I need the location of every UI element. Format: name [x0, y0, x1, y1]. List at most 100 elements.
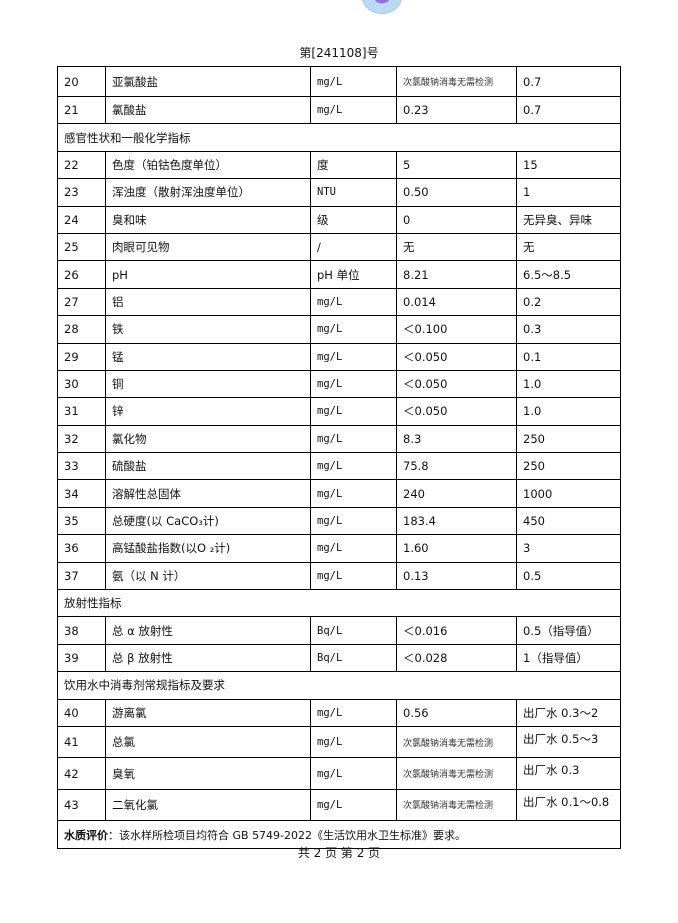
cell-result: 5	[396, 150, 517, 180]
cell-limit: 无	[516, 232, 621, 262]
cell-name: 总 β 放射性	[105, 643, 311, 673]
report-number: 第[241108]号	[299, 46, 379, 60]
section-title: 放射性指标	[57, 589, 621, 618]
table-row: 36 高锰酸盐指数(以O ₂计) mg/L 1.60 3	[57, 534, 621, 563]
section-header-row: 感官性状和一般化学指标	[57, 123, 621, 152]
page-footer: 共 2 页 第 2 页	[297, 846, 381, 860]
cell-limit: 6.5～8.5	[516, 260, 621, 289]
cell-result: 8.21	[396, 260, 517, 289]
table-row: 23 浑浊度（散射浑浊度单位） NTU 0.50 1	[57, 178, 621, 207]
cell-limit: 1（指导值）	[516, 643, 621, 673]
cell-result: ＜0.050	[396, 342, 517, 371]
cell-limit: 0.2	[516, 287, 621, 317]
table-row: 29 锰 mg/L ＜0.050 0.1	[57, 342, 621, 371]
cell-no: 25	[57, 232, 106, 262]
cell-name: 臭氧	[105, 757, 311, 790]
cell-limit: 250	[516, 424, 621, 454]
cell-limit: 250	[516, 452, 621, 481]
cell-no: 39	[57, 643, 106, 673]
cell-unit: mg/L	[310, 757, 397, 790]
cell-limit: 0.7	[516, 66, 621, 97]
cell-name: 锌	[105, 397, 311, 426]
cell-result: ＜0.100	[396, 315, 517, 344]
table-row: 32 氯化物 mg/L 8.3 250	[57, 424, 621, 454]
table-row: 42 臭氧 mg/L 次氯酸钠消毒无需检测 出厂水 0.3	[57, 757, 621, 790]
cell-result: ＜0.050	[396, 397, 517, 426]
cell-unit: mg/L	[310, 66, 397, 97]
table-row: 40 游离氯 mg/L 0.56 出厂水 0.3～2	[57, 698, 621, 727]
cell-unit: mg/L	[310, 506, 397, 536]
section-title: 感官性状和一般化学指标	[57, 123, 621, 152]
cell-no: 38	[57, 616, 106, 645]
cell-limit: 1000	[516, 479, 621, 508]
cell-limit: 1	[516, 178, 621, 207]
cell-name: 总氯	[105, 725, 311, 759]
cell-limit: 0.7	[516, 95, 621, 125]
cell-result: 8.3	[396, 424, 517, 454]
cell-limit: 0.1	[516, 342, 621, 371]
cell-unit: mg/L	[310, 698, 397, 727]
cell-unit: mg/L	[310, 95, 397, 125]
table-row: 30 铜 mg/L ＜0.050 1.0	[57, 369, 621, 399]
table-row: 28 铁 mg/L ＜0.100 0.3	[57, 315, 621, 344]
table-row: 25 肉眼可见物 / 无无	[57, 232, 621, 262]
cell-unit: mg/L	[310, 315, 397, 344]
cell-name: 铜	[105, 369, 311, 399]
section-header-row: 饮用水中消毒剂常规指标及要求	[57, 671, 621, 700]
cell-name: 高锰酸盐指数(以O ₂计)	[105, 534, 311, 563]
cell-name: 二氧化氯	[105, 788, 311, 822]
cell-limit: 1.0	[516, 397, 621, 426]
cell-limit: 3	[516, 534, 621, 563]
table-row: 35 总硬度(以 CaCO₃计) mg/L 183.4 450	[57, 506, 621, 536]
cell-no: 29	[57, 342, 106, 371]
cell-no: 20	[57, 66, 106, 97]
cell-unit: mg/L	[310, 788, 397, 822]
cell-no: 31	[57, 397, 106, 426]
cell-name: 总 α 放射性	[105, 616, 311, 645]
table-row: 39 总 β 放射性 Bq/L ＜0.028 1（指导值）	[57, 643, 621, 673]
cell-unit: NTU	[310, 178, 397, 207]
cell-result: 0.50	[396, 178, 517, 207]
cell-result: 次氯酸钠消毒无需检测	[396, 66, 517, 97]
cell-result: 75.8	[396, 452, 517, 481]
table-row: 37 氨（以 N 计） mg/L 0.13 0.5	[57, 561, 621, 591]
cell-result: ＜0.028	[396, 643, 517, 673]
cell-no: 30	[57, 369, 106, 399]
cell-name: 浑浊度（散射浑浊度单位）	[105, 178, 311, 207]
cell-limit: 出厂水 0.3	[516, 757, 621, 790]
cell-unit: /	[310, 232, 397, 262]
cell-limit: 1.0	[516, 369, 621, 399]
cell-name: 锰	[105, 342, 311, 371]
table-row: 38 总 α 放射性 Bq/L ＜0.016 0.5（指导值）	[57, 616, 621, 645]
table-row: 43 二氧化氯 mg/L 次氯酸钠消毒无需检测 出厂水 0.1～0.8	[57, 788, 621, 822]
cell-unit: Bq/L	[310, 643, 397, 673]
cell-no: 23	[57, 178, 106, 207]
cell-result: 次氯酸钠消毒无需检测	[396, 725, 517, 759]
cell-name: 铝	[105, 287, 311, 317]
cell-limit: 15	[516, 150, 621, 180]
evaluation: 水质评价：该水样所检项目均符合 GB 5749-2022《生活饮用水卫生标准》要…	[57, 820, 621, 850]
cell-unit: pH 单位	[310, 260, 397, 289]
cell-no: 28	[57, 315, 106, 344]
cell-no: 24	[57, 205, 106, 234]
cell-name: 臭和味	[105, 205, 311, 234]
section-title: 饮用水中消毒剂常规指标及要求	[57, 671, 621, 700]
cell-no: 37	[57, 561, 106, 591]
cell-name: 色度（铂钴色度单位）	[105, 150, 311, 180]
cell-limit: 0.3	[516, 315, 621, 344]
cell-unit: mg/L	[310, 342, 397, 371]
cell-name: 氯酸盐	[105, 95, 311, 125]
test-results-table: 20 亚氯酸盐 mg/L 次氯酸钠消毒无需检测 0.7 21 氯酸盐 mg/L 0.23 0.7 感…	[57, 66, 621, 850]
cell-unit: mg/L	[310, 424, 397, 454]
cell-no: 36	[57, 534, 106, 563]
cell-name: 氯化物	[105, 424, 311, 454]
table-row: 34 溶解性总固体 mg/L 240 1000	[57, 479, 621, 508]
cell-result: 1.60	[396, 534, 517, 563]
logo-seal	[362, 0, 402, 14]
cell-no: 41	[57, 725, 106, 759]
cell-no: 27	[57, 287, 106, 317]
table-row: 33 硫酸盐 mg/L 75.8 250	[57, 452, 621, 481]
cell-no: 34	[57, 479, 106, 508]
cell-name: 氨（以 N 计）	[105, 561, 311, 591]
cell-unit: 度	[310, 150, 397, 180]
